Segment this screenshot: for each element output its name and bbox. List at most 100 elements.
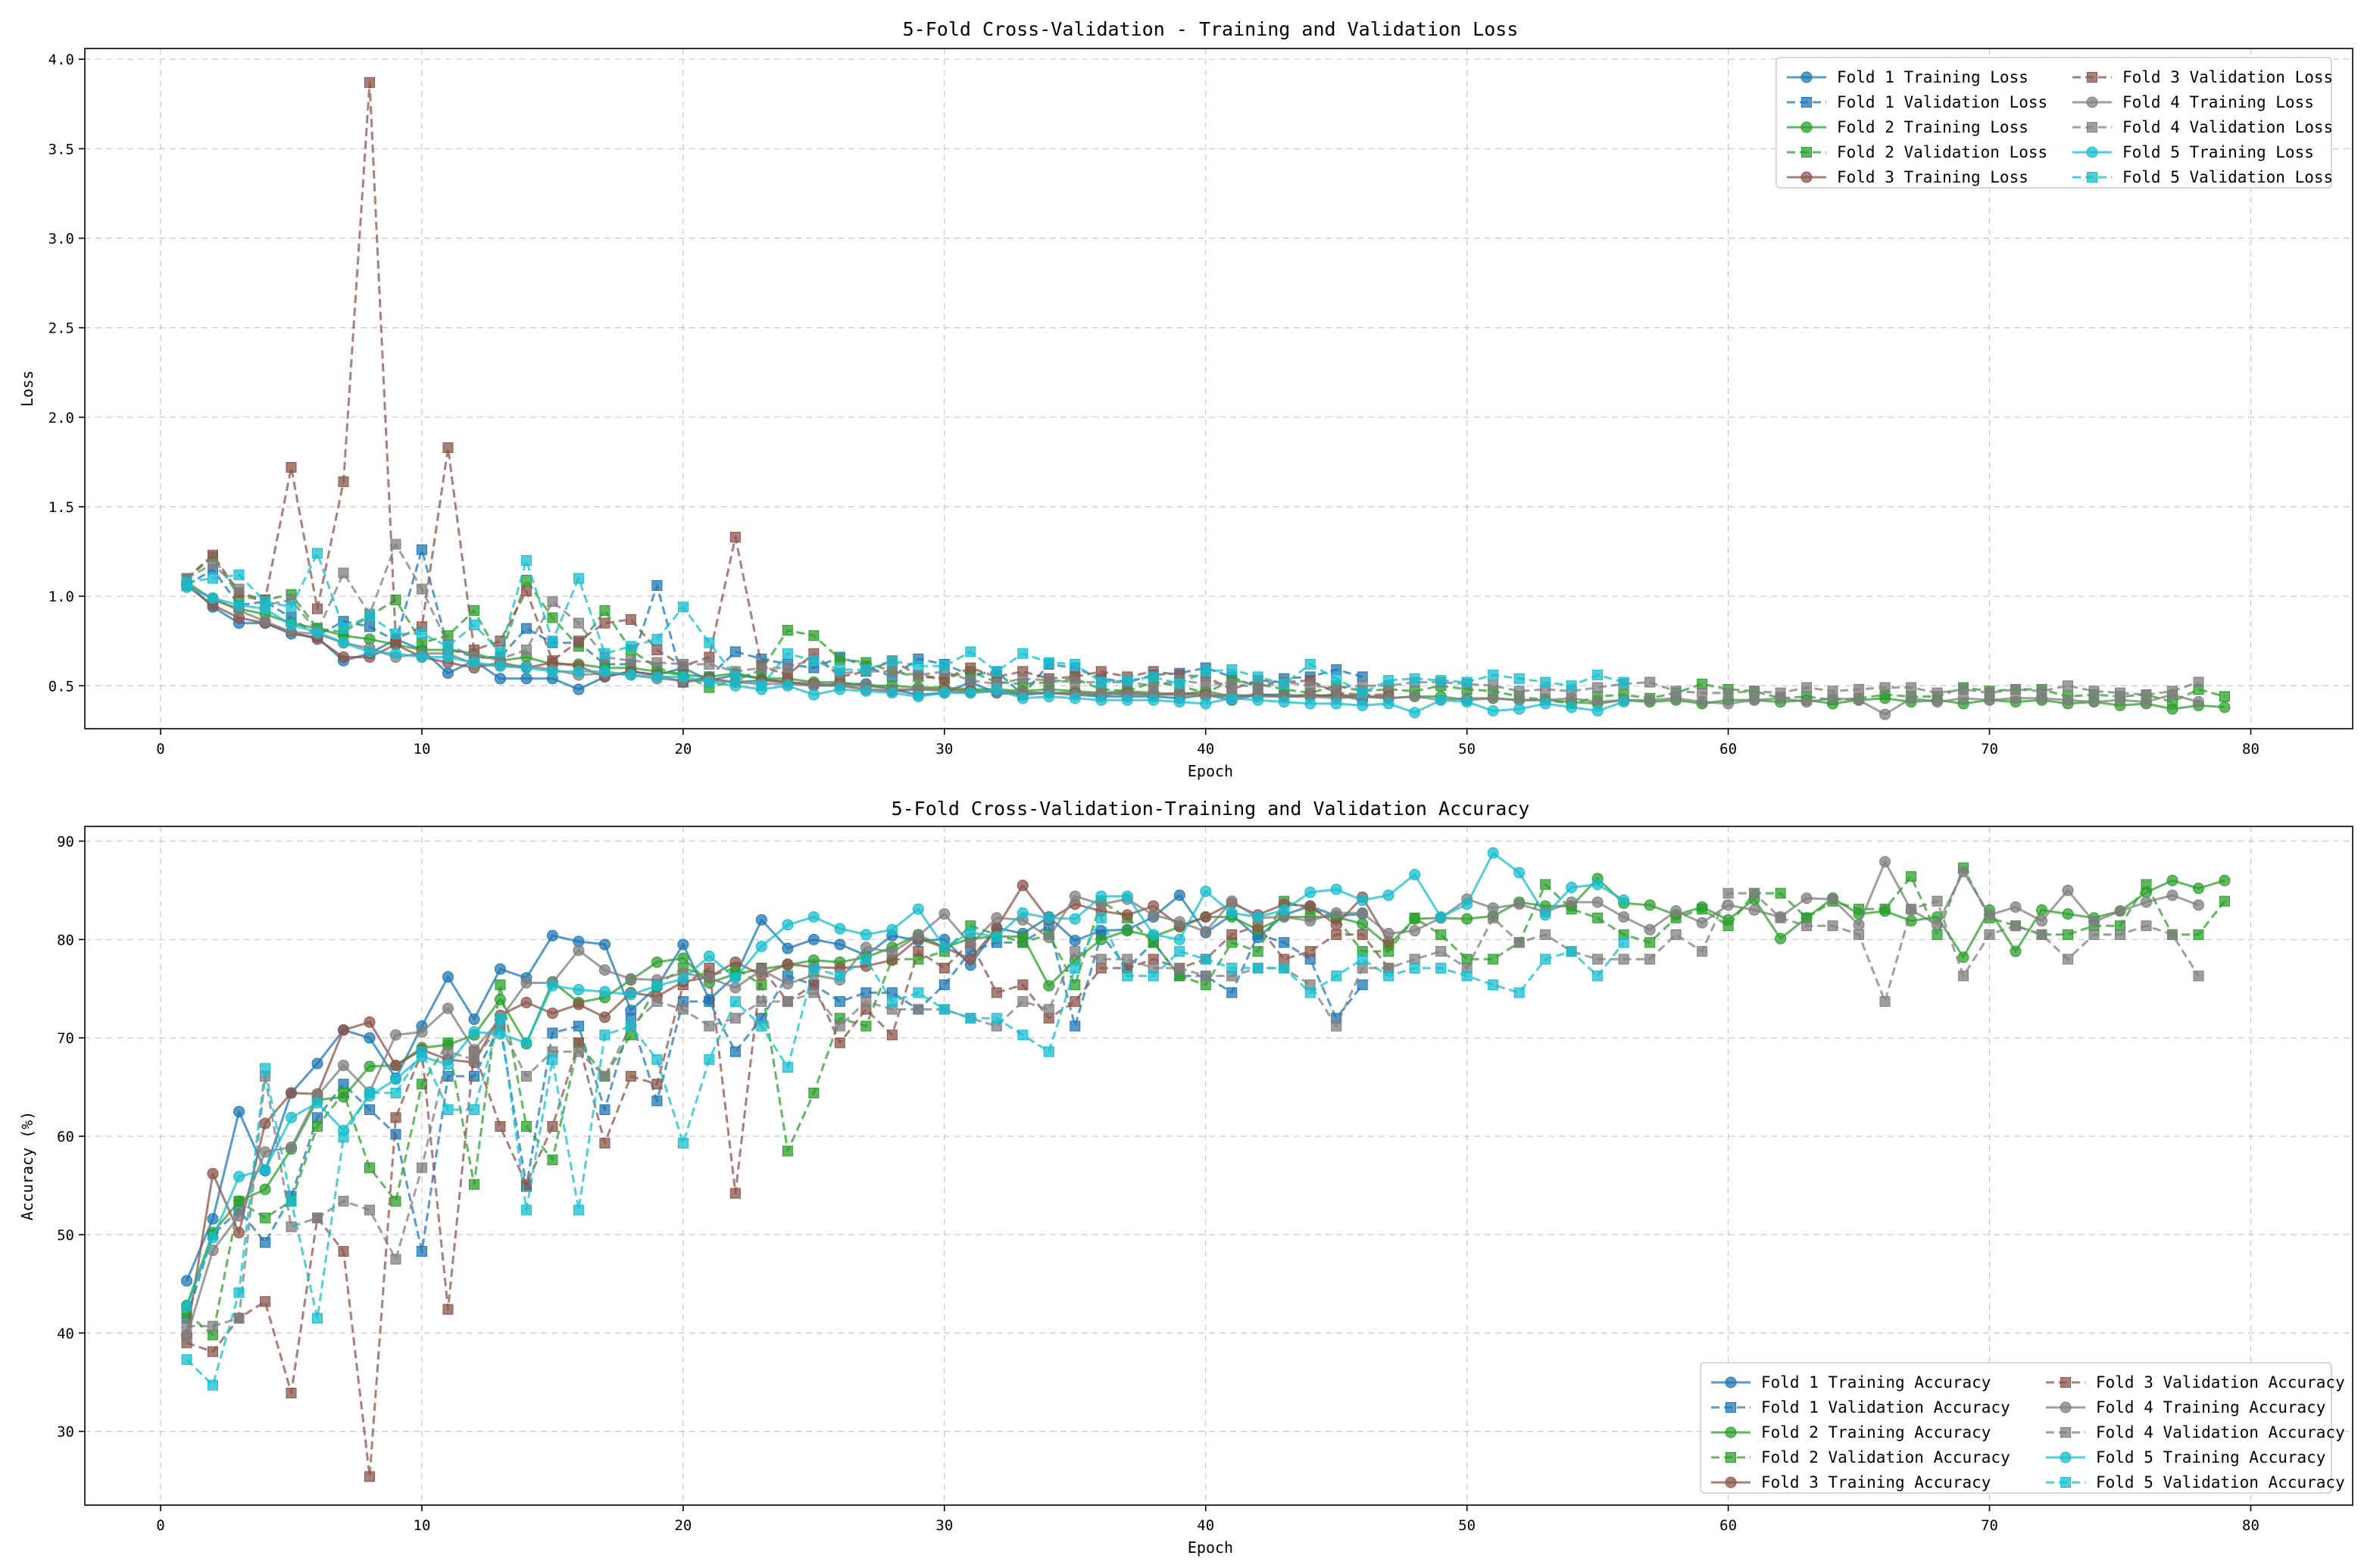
data-point <box>782 1062 793 1073</box>
data-point <box>181 1320 192 1332</box>
data-point <box>1409 869 1421 881</box>
legend-marker <box>2087 172 2097 183</box>
data-point <box>913 661 924 672</box>
data-point <box>1383 970 1394 982</box>
data-point <box>704 637 715 648</box>
data-point <box>1644 899 1656 911</box>
loss-y-ticks: 0.5 1.0 1.5 2.0 2.5 3.0 3.5 4.0 <box>48 52 85 695</box>
data-point <box>991 666 1002 677</box>
data-point <box>1539 698 1551 710</box>
data-point <box>886 946 898 958</box>
series-10 <box>181 548 1629 698</box>
data-point <box>2192 696 2204 708</box>
data-point <box>1670 686 1682 697</box>
data-point <box>1095 676 1107 688</box>
data-point <box>1226 987 1238 998</box>
data-point <box>495 646 506 657</box>
data-point <box>338 1087 349 1098</box>
data-point <box>729 1188 741 1199</box>
data-point <box>729 671 741 682</box>
data-point <box>1357 962 1368 973</box>
data-point <box>1226 962 1238 973</box>
legend-label: Fold 5 Validation Accuracy <box>2096 1473 2345 1491</box>
data-point <box>729 1046 741 1057</box>
data-point <box>1591 896 1604 908</box>
data-point <box>208 1320 219 1332</box>
data-point <box>285 619 297 631</box>
data-point <box>1932 687 1943 698</box>
x-tick-label: 0 <box>156 1517 164 1534</box>
data-point <box>1592 682 1604 693</box>
data-point <box>390 1112 401 1123</box>
data-point <box>1488 912 1499 923</box>
data-point <box>311 603 323 614</box>
data-point <box>1435 962 1447 973</box>
data-point <box>729 956 742 968</box>
data-point <box>834 683 846 695</box>
legend-marker <box>2086 146 2098 158</box>
data-point <box>285 1111 297 1123</box>
data-point <box>703 972 715 984</box>
data-point <box>1592 912 1604 923</box>
data-point <box>991 683 1003 695</box>
data-point <box>1043 690 1055 702</box>
data-point <box>1591 704 1604 717</box>
data-point <box>729 996 741 1007</box>
data-point <box>547 1027 558 1039</box>
data-point <box>729 972 742 984</box>
data-point <box>2088 696 2100 708</box>
data-point <box>598 964 611 976</box>
data-point <box>834 1037 845 1048</box>
data-point <box>1304 945 1316 957</box>
data-point <box>1252 962 1263 973</box>
series-8 <box>181 888 2204 1332</box>
data-point <box>1382 928 1394 940</box>
data-point <box>1879 996 1891 1007</box>
data-point <box>208 558 219 570</box>
data-point <box>573 945 585 957</box>
data-point <box>1357 907 1369 919</box>
data-point <box>546 665 558 677</box>
data-point <box>938 908 951 920</box>
data-point <box>1722 687 1734 698</box>
data-point <box>337 637 349 649</box>
data-point <box>390 539 401 550</box>
data-point <box>1644 954 1656 965</box>
data-point <box>390 1129 401 1140</box>
x-tick-label: 20 <box>674 1517 692 1534</box>
data-point <box>520 1204 532 1216</box>
data-point <box>886 1029 898 1041</box>
data-point <box>181 1301 193 1313</box>
legend-item: Fold 1 Training Accuracy <box>1711 1373 1991 1392</box>
data-point <box>416 1245 427 1257</box>
data-point <box>1252 945 1263 957</box>
data-point <box>886 923 898 935</box>
accuracy-chart-title: 5-Fold Cross-Validation-Training and Val… <box>892 798 1530 820</box>
legend-label: Fold 4 Training Accuracy <box>2096 1398 2325 1417</box>
data-point <box>1304 886 1316 898</box>
data-point <box>1330 907 1342 919</box>
data-point <box>1591 879 1604 891</box>
data-point <box>1043 1046 1054 1057</box>
data-point <box>1513 686 1525 697</box>
data-point <box>1200 678 1211 689</box>
loss-series <box>181 77 2231 720</box>
data-point <box>1488 670 1499 681</box>
legend-label: Fold 4 Validation Loss <box>2122 118 2333 136</box>
data-point <box>573 1046 584 1057</box>
data-point <box>1148 954 1159 965</box>
data-point <box>1827 893 1839 905</box>
data-point <box>1017 996 1029 1007</box>
data-point <box>1122 970 1133 982</box>
y-tick-label: 3.0 <box>48 230 74 247</box>
data-point <box>1958 970 1969 982</box>
data-point <box>1173 889 1185 901</box>
data-point <box>1357 894 1369 906</box>
data-point <box>886 666 898 677</box>
data-point <box>1749 888 1760 899</box>
series-line <box>186 548 1363 696</box>
data-point <box>1618 894 1630 906</box>
data-point <box>599 617 611 629</box>
data-point <box>965 1013 976 1024</box>
data-point <box>2166 686 2178 697</box>
